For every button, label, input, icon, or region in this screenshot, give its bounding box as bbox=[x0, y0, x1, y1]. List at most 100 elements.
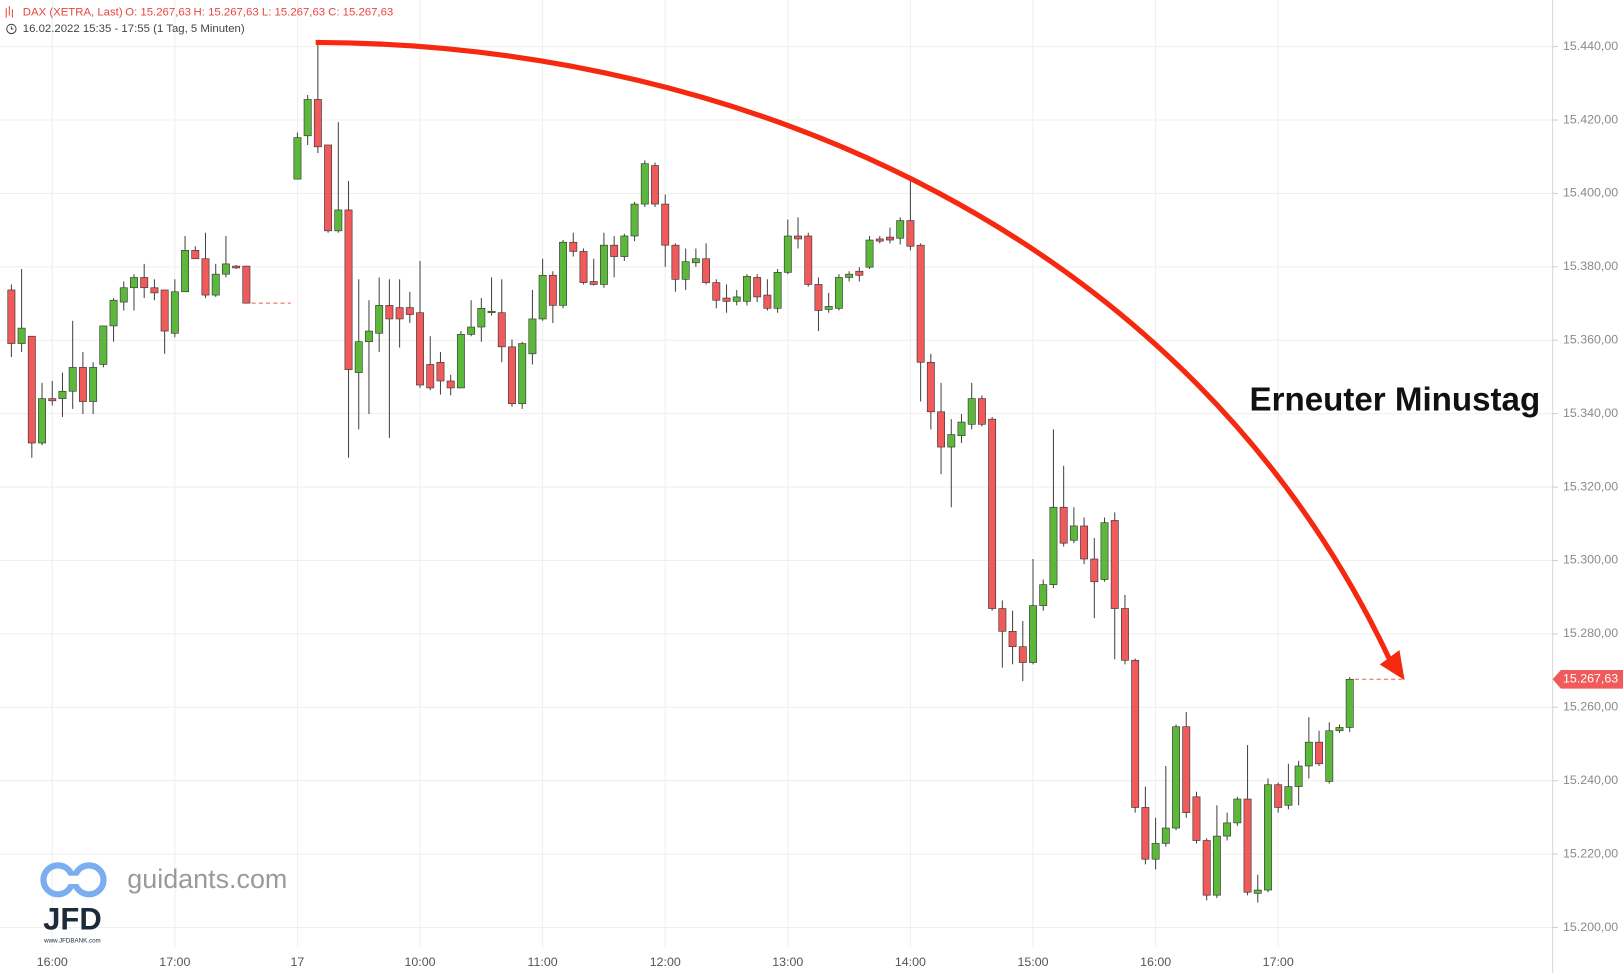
candle-body bbox=[967, 398, 976, 425]
candle-body bbox=[365, 330, 373, 343]
x-tick-label: 15:00 bbox=[1017, 955, 1048, 969]
candle-body bbox=[38, 398, 46, 444]
candle-body bbox=[589, 281, 598, 285]
candle-body bbox=[211, 273, 220, 296]
candle-body bbox=[732, 296, 741, 302]
candle-body bbox=[640, 163, 649, 205]
candle-body bbox=[1059, 506, 1068, 544]
candle-body bbox=[416, 312, 424, 386]
logo-brand: guidants.com bbox=[127, 864, 287, 894]
candle-body bbox=[1284, 786, 1293, 806]
annotation: Erneuter Minustag bbox=[1250, 381, 1541, 418]
date-range: 16.02.2022 15:35 - 17:55 bbox=[23, 23, 150, 35]
ohlc-close: C: 15.267,63 bbox=[328, 6, 393, 18]
candle-body bbox=[518, 343, 527, 405]
candle-body bbox=[661, 203, 670, 246]
candle-body bbox=[1202, 840, 1211, 896]
candle-body bbox=[58, 390, 67, 399]
candle-body bbox=[845, 273, 854, 278]
candle-body bbox=[814, 284, 823, 311]
y-tick-label: 15.200,00 bbox=[1563, 920, 1618, 934]
candle-body bbox=[998, 608, 1007, 632]
candle-body bbox=[375, 305, 384, 334]
candle-body bbox=[671, 244, 680, 280]
interval: (1 Tag, 5 Minuten) bbox=[153, 23, 245, 35]
chart-icon bbox=[5, 6, 13, 18]
candle-body bbox=[926, 361, 935, 413]
candle-body bbox=[1345, 678, 1354, 728]
x-tick-label: 16:00 bbox=[37, 955, 68, 969]
candle-body bbox=[865, 239, 874, 268]
candle-body bbox=[1212, 835, 1221, 896]
candle-body bbox=[763, 294, 772, 309]
candle-body bbox=[855, 270, 864, 276]
candle-body bbox=[487, 310, 496, 314]
grid bbox=[0, 0, 1553, 948]
candle-body bbox=[221, 263, 230, 275]
logo: guidants.com JFD www.JFDBANK.com bbox=[40, 862, 287, 945]
x-tick-label: 17 bbox=[291, 955, 305, 969]
y-tick-label: 15.440,00 bbox=[1563, 39, 1618, 53]
y-tick-label: 15.340,00 bbox=[1563, 406, 1618, 420]
candle-body bbox=[426, 364, 435, 389]
candle-body bbox=[702, 258, 711, 283]
candle-body bbox=[109, 299, 118, 327]
candle-body bbox=[834, 277, 843, 309]
candle-body bbox=[324, 144, 333, 232]
candle-body bbox=[508, 346, 516, 405]
candle-body bbox=[456, 334, 465, 389]
y-tick-label: 15.280,00 bbox=[1563, 626, 1618, 640]
candle-body bbox=[1121, 608, 1129, 661]
candle-body bbox=[1161, 827, 1170, 844]
candle-body bbox=[395, 307, 404, 320]
candle-body bbox=[559, 241, 567, 306]
candle-body bbox=[651, 165, 659, 205]
candle-body bbox=[620, 235, 629, 257]
candle-body bbox=[1029, 605, 1037, 663]
y-tick-label: 15.380,00 bbox=[1563, 259, 1618, 273]
candle-body bbox=[1069, 525, 1078, 541]
candle-body bbox=[804, 235, 813, 285]
candle-body bbox=[99, 325, 108, 365]
candle-body bbox=[548, 274, 557, 306]
y-tick-label: 15.320,00 bbox=[1563, 479, 1618, 493]
candle-body bbox=[528, 318, 537, 355]
candles bbox=[7, 43, 1404, 903]
x-tick-label: 11:00 bbox=[528, 955, 558, 969]
last-price-label: 15.267,63 bbox=[1563, 672, 1618, 686]
candle-body bbox=[712, 282, 721, 301]
candle-body bbox=[344, 209, 353, 370]
symbol: DAX (XETRA, Last) bbox=[23, 6, 123, 18]
clock-icon bbox=[6, 23, 17, 35]
candle-body bbox=[293, 137, 302, 180]
candle-body bbox=[977, 398, 986, 425]
candle-body bbox=[334, 209, 343, 232]
candle-body bbox=[1243, 798, 1252, 893]
y-tick-label: 15.220,00 bbox=[1563, 846, 1618, 860]
candle-body bbox=[1304, 741, 1313, 767]
candle-body bbox=[405, 307, 414, 315]
candle-body bbox=[160, 289, 169, 332]
candle-body bbox=[119, 287, 128, 303]
candle-body bbox=[27, 335, 36, 444]
candle-body bbox=[150, 287, 159, 294]
candle-body bbox=[1141, 807, 1150, 860]
candle-body bbox=[906, 220, 915, 247]
candle-body bbox=[68, 367, 77, 392]
candle-body bbox=[610, 244, 619, 257]
candle-body bbox=[1182, 726, 1191, 813]
candle-body bbox=[957, 421, 966, 436]
candle-body bbox=[916, 244, 925, 363]
clock-hand bbox=[10, 26, 14, 30]
candle-body bbox=[446, 380, 455, 389]
ohlc-high: H: 15.267,63 bbox=[194, 6, 259, 18]
candle-body bbox=[1172, 726, 1180, 829]
candle-body bbox=[988, 418, 997, 609]
candle-body bbox=[7, 289, 16, 344]
candle-body bbox=[1018, 646, 1027, 663]
candle-body bbox=[773, 272, 782, 309]
candle-body bbox=[385, 305, 394, 320]
ohlc-open: O: 15.267,63 bbox=[125, 6, 191, 18]
x-tick-label: 17:00 bbox=[159, 955, 190, 969]
candle-body bbox=[753, 277, 762, 298]
